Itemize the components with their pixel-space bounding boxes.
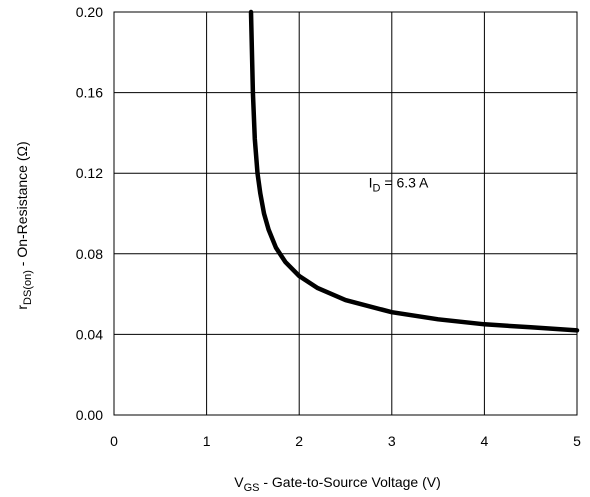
annotation-main: I: [369, 174, 373, 190]
y-tick-label: 0.00: [76, 407, 103, 423]
series-line: [248, 9, 580, 333]
y-tick-label: 0.16: [76, 85, 103, 101]
y-tick-label: 0.12: [76, 165, 103, 181]
y-axis-label-rest: - On-Resistance (Ω): [14, 141, 30, 270]
x-axis-label-rest: - Gate-to-Source Voltage (V): [259, 474, 440, 490]
annotation-current: ID = 6.3 A: [369, 174, 429, 194]
x-tick-label: 2: [295, 433, 303, 449]
y-tick-label: 0.04: [76, 326, 103, 342]
grid: [113, 11, 578, 416]
y-tick-label: 0.08: [76, 246, 103, 262]
y-axis-label: rDS(on) - On-Resistance (Ω): [14, 141, 34, 309]
annotation-rest: = 6.3 A: [380, 174, 429, 190]
x-tick-label: 1: [203, 433, 211, 449]
x-tick-label: 0: [110, 433, 118, 449]
x-axis-label-sub: GS: [244, 482, 260, 494]
x-tick-label: 5: [573, 433, 581, 449]
y-axis-label-main: r: [14, 305, 30, 310]
annotation-sub: D: [373, 182, 381, 194]
y-axis-label-sub: DS(on): [22, 270, 34, 305]
x-tick-label: 4: [481, 433, 489, 449]
y-tick-label: 0.20: [76, 4, 103, 20]
x-axis-label: VGS - Gate-to-Source Voltage (V): [234, 474, 441, 494]
x-tick-labels: 0 1 2 3 4 5: [110, 433, 581, 449]
x-tick-label: 3: [388, 433, 396, 449]
plot-frame: [113, 11, 578, 416]
y-tick-labels: 0.00 0.04 0.08 0.12 0.16 0.20: [76, 4, 103, 423]
x-axis-label-main: V: [234, 474, 244, 490]
